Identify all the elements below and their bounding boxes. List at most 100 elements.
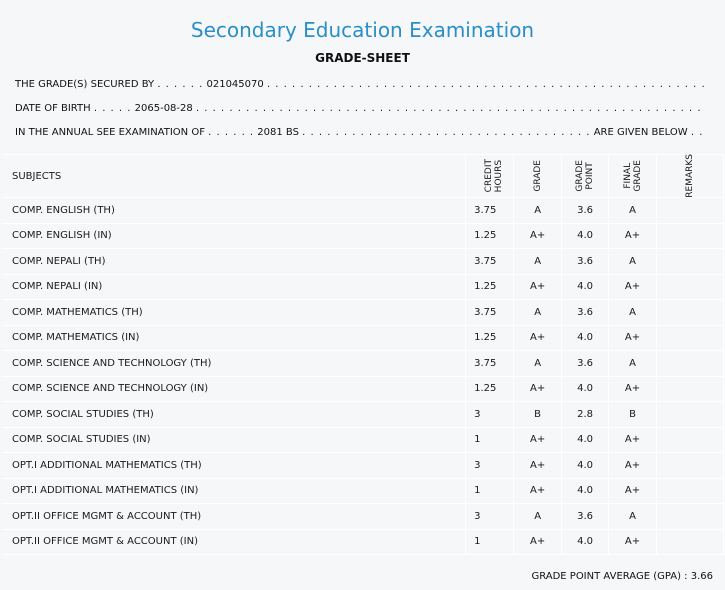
grade-point-cell: 4.0 [561,452,610,479]
remarks-header-text: REMARKS [685,154,696,198]
grade-cell: A+ [513,274,563,300]
grade-point-header: GRADE POINT [561,154,610,198]
table-row: COMP. ENGLISH (IN) 1.25 A+ 4.0 A+ [2,223,724,249]
final-grade-cell: A+ [608,452,658,479]
credit-hours-header: CREDIT HOURS [465,154,515,198]
credit-hours-cell: 3.75 [465,350,515,377]
final-grade-cell: A+ [608,427,658,453]
remarks-cell [656,503,724,530]
subject-cell: COMP. NEPALI (IN) [2,274,467,300]
grade-header: GRADE [513,154,563,198]
credit-hours-header-text: CREDIT HOURS [483,159,504,193]
final-grade-cell: A [608,350,658,377]
final-grade-cell: B [608,401,658,428]
gpa-label: GRADE POINT AVERAGE (GPA) : [531,571,688,582]
grade-cell: A+ [513,529,563,555]
dob-label: DATE OF BIRTH [15,103,91,114]
grade-point-cell: 4.0 [561,223,610,249]
dot-leader: . . . . . . . . . . . . . . . . . . . . … [266,79,705,90]
grade-cell: A [513,248,563,275]
subject-cell: COMP. SCIENCE AND TECHNOLOGY (TH) [2,350,467,377]
subject-cell: COMP. SCIENCE AND TECHNOLOGY (IN) [2,376,467,402]
grade-point-cell: 4.0 [561,529,610,555]
grade-cell: A [513,299,563,326]
subject-cell: COMP. NEPALI (TH) [2,248,467,275]
subject-cell: COMP. ENGLISH (IN) [2,223,467,249]
credit-hours-cell: 1 [465,427,515,453]
remarks-cell [656,376,724,402]
secured-by-label: THE GRADE(S) SECURED BY [15,79,155,90]
grade-cell: A+ [513,478,563,504]
credit-hours-cell: 1.25 [465,376,515,402]
grade-point-cell: 4.0 [561,427,610,453]
final-grade-cell: A+ [608,223,658,249]
dot-leader: . . . [690,127,705,138]
grade-point-cell: 4.0 [561,376,610,402]
subject-cell: COMP. MATHEMATICS (TH) [2,299,467,326]
credit-hours-cell: 3 [465,503,515,530]
subject-cell: OPT.I ADDITIONAL MATHEMATICS (TH) [2,452,467,479]
table-row: OPT.II OFFICE MGMT & ACCOUNT (TH) 3 A 3.6 A [2,503,724,530]
credit-hours-cell: 1.25 [465,325,515,351]
final-grade-cell: A [608,248,658,275]
remarks-cell [656,427,724,453]
grade-point-cell: 4.0 [561,478,610,504]
exam-label: IN THE ANNUAL SEE EXAMINATION OF [15,127,205,138]
grade-table: SUBJECTS CREDIT HOURS GRADE GRADE POINT … [2,154,724,555]
grade-point-cell: 4.0 [561,325,610,351]
final-grade-cell: A+ [608,274,658,300]
remarks-cell [656,452,724,479]
grade-cell: A+ [513,376,563,402]
grade-cell: A+ [513,325,563,351]
table-row: OPT.I ADDITIONAL MATHEMATICS (TH) 3 A+ 4.0 A… [2,452,724,479]
credit-hours-cell: 1.25 [465,274,515,300]
subject-cell: OPT.II OFFICE MGMT & ACCOUNT (TH) [2,503,467,530]
grade-point-header-text: GRADE POINT [575,160,596,192]
table-row: COMP. MATHEMATICS (IN) 1.25 A+ 4.0 A+ [2,325,724,351]
dob-value: 2065-08-28 [134,103,193,114]
credit-hours-cell: 1 [465,529,515,555]
table-row: COMP. NEPALI (TH) 3.75 A 3.6 A [2,248,724,275]
table-row: COMP. MATHEMATICS (TH) 3.75 A 3.6 A [2,299,724,326]
remarks-cell [656,223,724,249]
remarks-cell [656,478,724,504]
credit-hours-cell: 1.25 [465,223,515,249]
table-row: COMP. SCIENCE AND TECHNOLOGY (TH) 3.75 A 3.… [2,350,724,377]
remarks-cell [656,529,724,555]
grade-cell: A+ [513,452,563,479]
grade-header-text: GRADE [532,160,543,192]
credit-hours-cell: 3 [465,452,515,479]
table-row: OPT.II OFFICE MGMT & ACCOUNT (IN) 1 A+ 4.0 A… [2,529,724,555]
subject-cell: OPT.II OFFICE MGMT & ACCOUNT (IN) [2,529,467,555]
remarks-cell [656,401,724,428]
credit-hours-cell: 3.75 [465,197,515,224]
grade-table-header: SUBJECTS CREDIT HOURS GRADE GRADE POINT … [2,154,724,198]
exam-line: IN THE ANNUAL SEE EXAMINATION OF . . . .… [15,127,705,138]
grade-cell: A [513,197,563,224]
table-row: COMP. ENGLISH (TH) 3.75 A 3.6 A [2,197,724,224]
table-row: COMP. NEPALI (IN) 1.25 A+ 4.0 A+ [2,274,724,300]
grade-cell: A [513,503,563,530]
gpa-value: 3.66 [690,571,713,582]
grade-point-cell: 4.0 [561,274,610,300]
final-grade-cell: A [608,197,658,224]
dot-leader: . . . . . . [208,127,255,138]
final-grade-cell: A+ [608,529,658,555]
grade-cell: B [513,401,563,428]
grade-cell: A+ [513,427,563,453]
subject-cell: OPT.I ADDITIONAL MATHEMATICS (IN) [2,478,467,504]
final-grade-cell: A+ [608,478,658,504]
symbol-number: 021045070 [206,79,264,90]
dot-leader: . . . . . . . . . . . . . . . . . . . . … [302,127,591,138]
subject-cell: COMP. SOCIAL STUDIES (IN) [2,427,467,453]
remarks-cell [656,197,724,224]
remarks-cell [656,248,724,275]
subjects-header: SUBJECTS [2,154,467,198]
table-row: OPT.I ADDITIONAL MATHEMATICS (IN) 1 A+ 4.0 A… [2,478,724,504]
remarks-cell [656,274,724,300]
dot-leader: . . . . . . [157,79,204,90]
credit-hours-cell: 1 [465,478,515,504]
grade-point-cell: 2.8 [561,401,610,428]
grade-sheet-heading: GRADE-SHEET [315,51,410,65]
final-grade-header: FINAL GRADE [608,154,658,198]
